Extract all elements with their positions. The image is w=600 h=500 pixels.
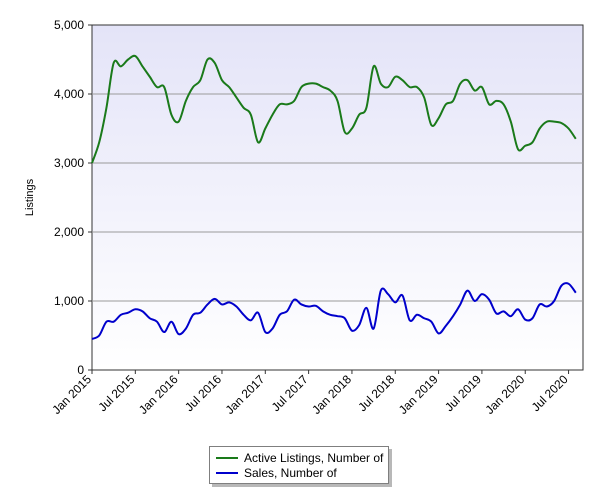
y-tick-label: 3,000 (54, 156, 84, 170)
x-tick-label: Jul 2015 (95, 372, 137, 414)
x-tick-label: Jan 2019 (396, 372, 441, 417)
x-tick-label: Jan 2020 (483, 372, 528, 417)
x-tick-label: Jul 2016 (182, 372, 224, 414)
gridlines (92, 93, 583, 302)
series-line-sales (91, 282, 577, 340)
x-tick-label: Jan 2015 (49, 372, 94, 417)
x-tick-label: Jan 2017 (223, 372, 268, 417)
y-tick-label: 1,000 (54, 294, 84, 308)
x-tick-label: Jul 2018 (355, 372, 397, 414)
y-tick-label: 4,000 (54, 87, 84, 101)
series-line-active-listings (91, 54, 577, 164)
legend-item-sales: Sales, Number of (216, 465, 388, 480)
x-tick-label: Jul 2019 (442, 372, 484, 414)
x-tick-label: Jul 2020 (529, 372, 571, 414)
series-lines (91, 54, 577, 340)
legend-item-active-listings: Active Listings, Number of (216, 450, 388, 465)
y-tick-label: 0 (77, 363, 84, 377)
legend: Active Listings, Number of Sales, Number… (209, 446, 389, 484)
legend-swatch-active-listings (216, 456, 238, 459)
legend-label-active-listings: Active Listings, Number of (244, 450, 384, 465)
y-tick-label: 5,000 (54, 18, 84, 32)
y-axis-label: Listings (24, 178, 36, 216)
y-axis-ticks: 0 1,000 2,000 3,000 4,000 5,000 (54, 18, 92, 377)
legend-label-sales: Sales, Number of (244, 465, 337, 480)
x-tick-label: Jul 2017 (269, 372, 311, 414)
y-tick-label: 2,000 (54, 225, 84, 239)
x-tick-label: Jan 2016 (136, 372, 181, 417)
legend-swatch-sales (216, 471, 238, 474)
x-tick-label: Jan 2018 (309, 372, 354, 417)
plot-area (91, 24, 584, 371)
